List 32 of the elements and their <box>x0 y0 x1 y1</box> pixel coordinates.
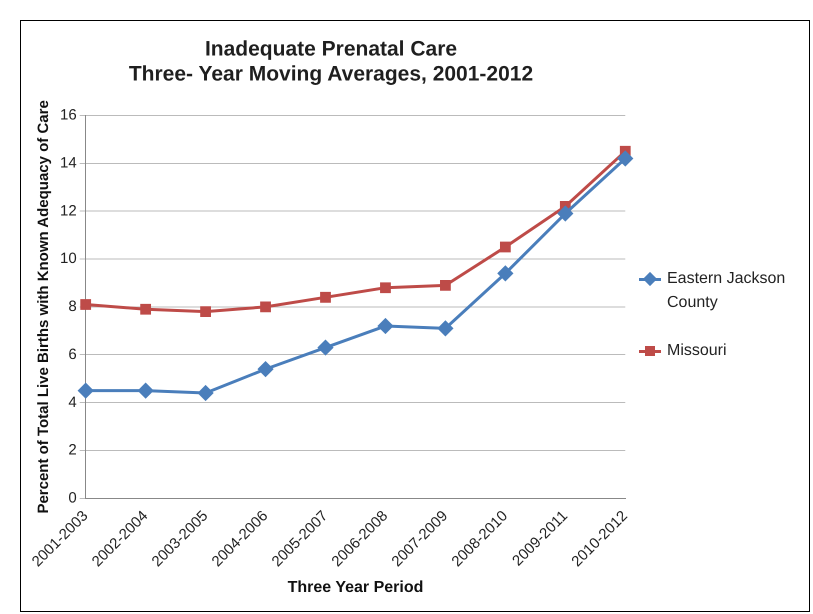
point <box>198 386 214 401</box>
point <box>498 266 513 281</box>
point <box>380 282 391 294</box>
y-axis-title: Percent of Total Live Births with Known Adequacy of Care <box>35 100 52 514</box>
point <box>500 242 511 252</box>
y-tick-label: 10 <box>60 250 77 268</box>
y-tick-label: 8 <box>68 298 77 316</box>
point <box>260 301 271 312</box>
y-tick-label: 14 <box>60 154 77 172</box>
legend-label: Eastern Jackson County <box>667 269 786 313</box>
point <box>138 383 154 398</box>
y-tick-label: 0 <box>68 489 77 506</box>
point <box>140 304 152 315</box>
y-tick-label: 16 <box>60 106 77 124</box>
point <box>440 280 451 291</box>
x-axis-title: Three Year Period <box>288 578 424 596</box>
y-tick-label: 12 <box>60 202 77 220</box>
point <box>378 318 393 334</box>
point <box>318 340 333 356</box>
y-tick-label: 6 <box>68 346 77 363</box>
legend-label: Missouri <box>667 341 727 361</box>
point <box>78 383 94 398</box>
point <box>320 292 331 303</box>
point <box>558 206 573 222</box>
point <box>258 362 274 377</box>
point <box>200 306 211 318</box>
chart-title: Inadequate Prenatal Care Three- Year Moving Averages, 2001-2012 <box>128 37 534 86</box>
y-tick-label: 4 <box>68 394 77 411</box>
point <box>438 320 453 336</box>
y-tick-label: 2 <box>68 442 77 459</box>
point <box>618 150 633 166</box>
point <box>80 299 92 310</box>
